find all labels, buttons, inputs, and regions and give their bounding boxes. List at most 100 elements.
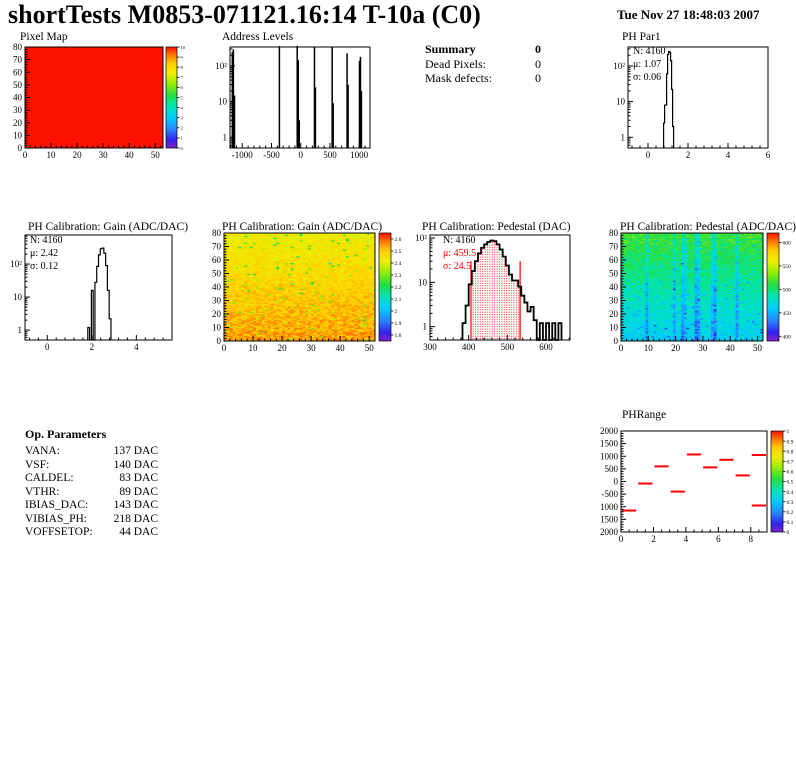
svg-text:30: 30 bbox=[307, 343, 317, 353]
svg-text:2.4: 2.4 bbox=[395, 261, 402, 267]
svg-text:1000: 1000 bbox=[350, 150, 369, 160]
svg-text:2.3: 2.3 bbox=[395, 273, 402, 279]
svg-text:7: 7 bbox=[181, 75, 184, 80]
svg-text:0: 0 bbox=[646, 150, 651, 160]
gain_map-plot: 0 10 20 30 40 50010203040506070801.81.922.12.… bbox=[212, 228, 402, 353]
svg-text:4: 4 bbox=[181, 105, 184, 110]
svg-text:σ: 0.12: σ: 0.12 bbox=[30, 261, 58, 272]
chart-title-pedestal-map: PH Calibration: Pedestal (ADC/DAC) bbox=[620, 221, 796, 233]
op-param-label: VOFFSETOP: bbox=[25, 526, 93, 538]
svg-text:-500: -500 bbox=[263, 150, 280, 160]
svg-text:500: 500 bbox=[323, 150, 337, 160]
svg-text:1.9: 1.9 bbox=[395, 321, 402, 327]
pad-gain-hist: PH Calibration: Gain (ADC/DAC) 0 2 4 1 10 10²… bbox=[0, 218, 200, 354]
op-param-value: 218 DAC bbox=[113, 512, 158, 525]
address_levels-plot: -1000 -500 0 500 1000 1 10 10² bbox=[215, 45, 371, 160]
svg-text:60: 60 bbox=[212, 255, 222, 265]
svg-text:5: 5 bbox=[181, 95, 184, 100]
op-param-value: 137 DAC bbox=[113, 445, 158, 457]
svg-text:20: 20 bbox=[278, 343, 288, 353]
svg-text:10: 10 bbox=[13, 130, 23, 140]
timestamp: Tue Nov 27 18:48:03 2007 bbox=[617, 7, 760, 22]
svg-text:N: 4160: N: 4160 bbox=[633, 46, 666, 57]
svg-text:6: 6 bbox=[181, 85, 184, 90]
chart-title-address-levels: Address Levels bbox=[222, 31, 294, 43]
svg-text:50: 50 bbox=[212, 269, 222, 279]
op-param-value: 83 DAC bbox=[119, 472, 158, 484]
svg-text:50: 50 bbox=[151, 150, 161, 160]
svg-text:2: 2 bbox=[686, 150, 691, 160]
svg-text:1: 1 bbox=[621, 132, 626, 142]
ph_par1-plot: 0 2 4 6 1 10 10² N: 4160 μ: 1.07 σ: 0.06 bbox=[613, 46, 770, 160]
svg-text:2: 2 bbox=[181, 126, 183, 131]
svg-text:2.2: 2.2 bbox=[395, 285, 402, 291]
svg-text:0: 0 bbox=[45, 342, 50, 352]
svg-text:300: 300 bbox=[423, 342, 437, 352]
svg-text:8: 8 bbox=[181, 65, 184, 70]
svg-text:1: 1 bbox=[423, 322, 428, 332]
svg-text:50: 50 bbox=[13, 80, 23, 90]
svg-text:40: 40 bbox=[212, 282, 222, 292]
svg-text:40: 40 bbox=[336, 343, 346, 353]
svg-text:60: 60 bbox=[13, 67, 23, 77]
chart-title-pedestal-hist: PH Calibration: Pedestal (DAC) bbox=[422, 221, 571, 233]
svg-text:1: 1 bbox=[18, 325, 23, 335]
summary-row-value: 0 bbox=[535, 56, 541, 71]
svg-text:2: 2 bbox=[395, 309, 398, 315]
svg-text:10: 10 bbox=[212, 323, 222, 333]
svg-text:1: 1 bbox=[223, 132, 228, 142]
svg-text:70: 70 bbox=[13, 55, 23, 65]
chart-title-pixel-map: Pixel Map bbox=[20, 31, 68, 43]
svg-text:μ: 2.42: μ: 2.42 bbox=[30, 248, 58, 259]
chart-title-gain-map: PH Calibration: Gain (ADC/DAC) bbox=[222, 221, 383, 233]
pad-pedestal-map: PH Calibration: Pedestal (ADC/DAC) 0 10 20… bbox=[605, 218, 796, 354]
svg-text:N: 4160: N: 4160 bbox=[443, 235, 476, 246]
svg-text:10²: 10² bbox=[415, 233, 427, 243]
svg-text:1.8: 1.8 bbox=[395, 333, 402, 339]
svg-text:30: 30 bbox=[99, 150, 109, 160]
op-param-label: VANA: bbox=[25, 445, 60, 457]
svg-text:20: 20 bbox=[212, 309, 222, 319]
page-title: shortTests M0853-071121.16:14 T-10a (C0) bbox=[8, 0, 481, 29]
svg-text:10: 10 bbox=[13, 292, 23, 302]
op-parameters-block: Op. Parameters VANA: 137 DAC VSF: 140 DAC … bbox=[25, 427, 158, 540]
svg-text:30: 30 bbox=[13, 105, 23, 115]
ped_map-plot: 0 10 20 30 40 5001020304050607080400450500550… bbox=[609, 228, 791, 353]
svg-text:2.6: 2.6 bbox=[395, 237, 402, 243]
svg-text:σ: 0.06: σ: 0.06 bbox=[633, 72, 661, 83]
svg-text:10²: 10² bbox=[215, 61, 227, 71]
svg-text:4: 4 bbox=[134, 342, 139, 352]
gain_hist-plot: 0 2 4 1 10 10² N: 4160 μ: 2.42 σ: 0.12 bbox=[10, 234, 173, 352]
svg-text:40: 40 bbox=[13, 93, 23, 103]
svg-text:2.5: 2.5 bbox=[395, 249, 402, 255]
svg-text:10: 10 bbox=[181, 45, 186, 50]
summary-title-value: 0 bbox=[535, 42, 541, 56]
svg-text:80: 80 bbox=[212, 228, 222, 238]
op-param-label: VIBIAS_PH: bbox=[25, 512, 87, 525]
svg-text:30: 30 bbox=[212, 296, 222, 306]
svg-text:10: 10 bbox=[249, 343, 259, 353]
svg-text:μ: 1.07: μ: 1.07 bbox=[633, 59, 661, 70]
svg-text:9: 9 bbox=[181, 55, 184, 60]
summary-row-label: Mask defects: bbox=[425, 71, 492, 85]
svg-text:2: 2 bbox=[90, 342, 95, 352]
op-param-label: VTHR: bbox=[25, 485, 60, 498]
svg-text:10: 10 bbox=[418, 277, 428, 287]
svg-text:0: 0 bbox=[181, 146, 184, 151]
svg-text:0: 0 bbox=[23, 150, 28, 160]
pad-gain-map: PH Calibration: Gain (ADC/DAC) 0 10 20 30 40… bbox=[210, 218, 406, 354]
svg-text:10: 10 bbox=[218, 97, 228, 107]
svg-text:4: 4 bbox=[726, 150, 731, 160]
pad-pedestal-hist: PH Calibration: Pedestal (DAC) 300 400 500… bbox=[410, 218, 610, 354]
svg-text:50: 50 bbox=[365, 343, 375, 353]
svg-text:0: 0 bbox=[217, 336, 222, 346]
summary-row-label: Dead Pixels: bbox=[425, 56, 486, 71]
chart-title-ph-par1: PH Par1 bbox=[622, 31, 661, 43]
svg-text:70: 70 bbox=[212, 242, 222, 252]
summary-title: Summary bbox=[425, 42, 476, 56]
svg-text:μ: 459.5: μ: 459.5 bbox=[443, 248, 476, 259]
pad-pixel-map: Pixel Map 0 10 20 30 40 50 0 10 20 30 40 50 60 70 80 0 1… bbox=[0, 30, 200, 162]
svg-text:10²: 10² bbox=[10, 259, 22, 269]
svg-text:0: 0 bbox=[222, 343, 227, 353]
